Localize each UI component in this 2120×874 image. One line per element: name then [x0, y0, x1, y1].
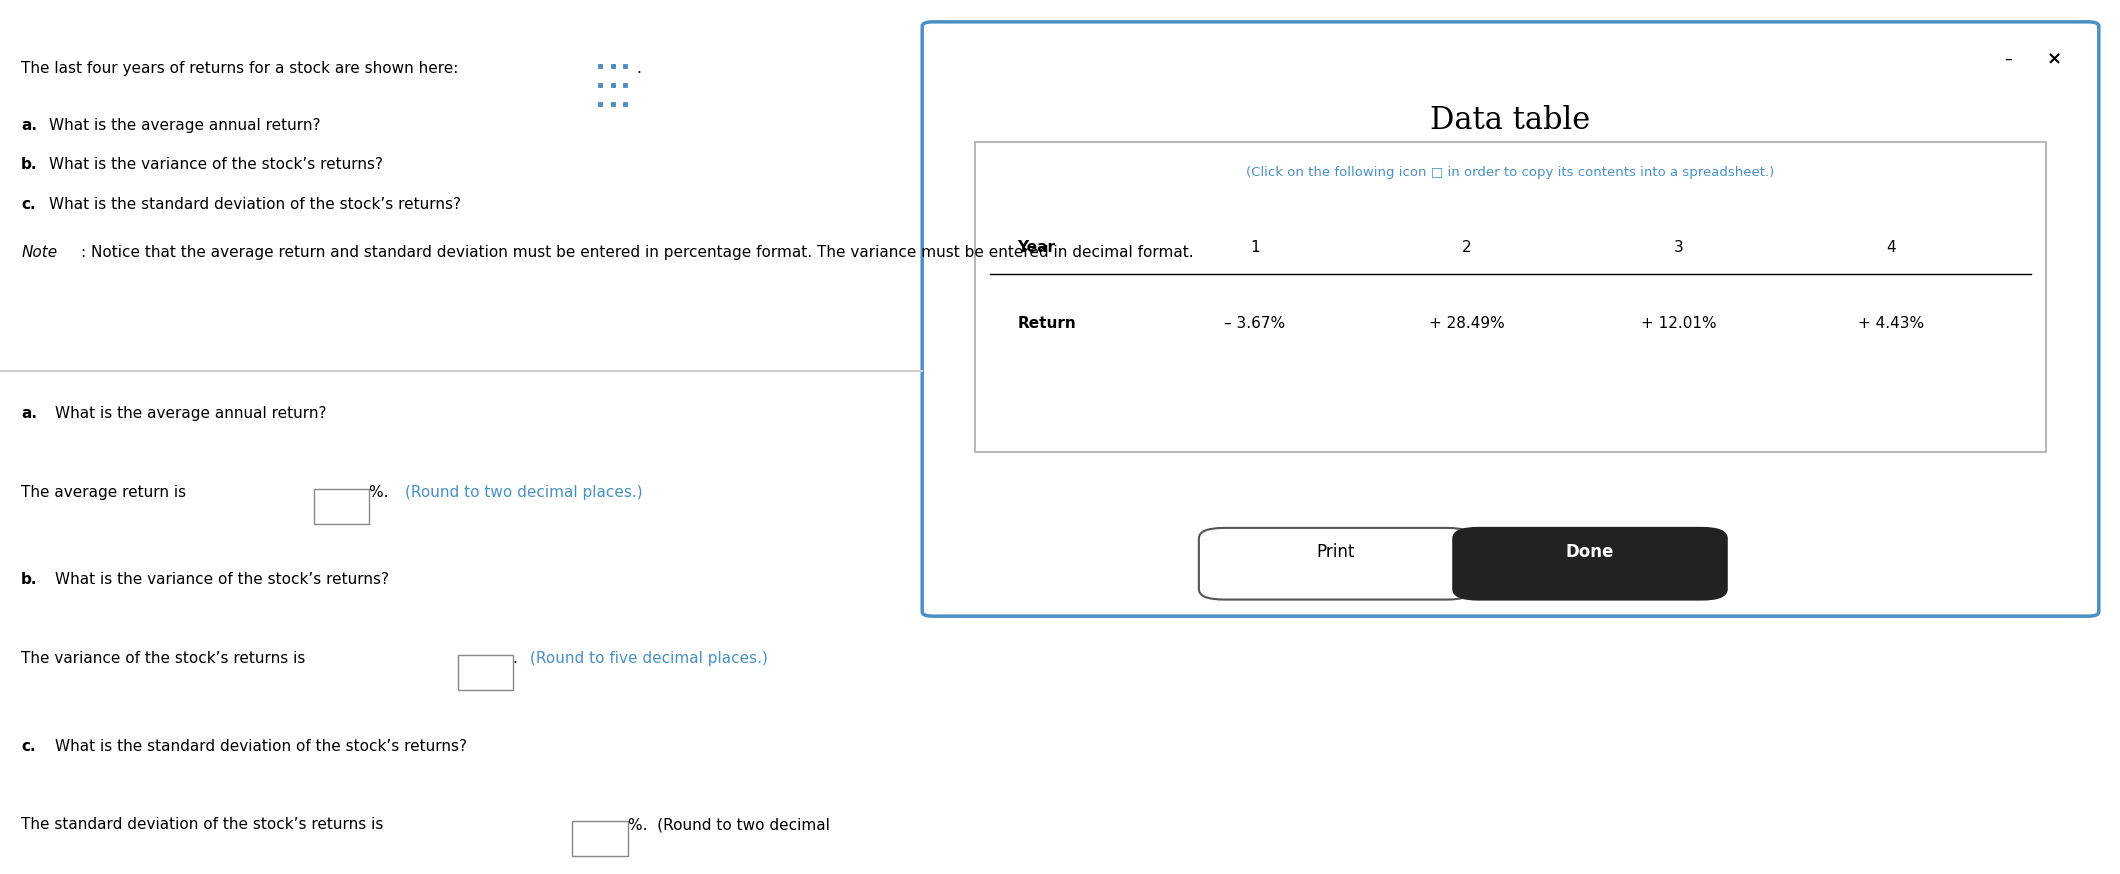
- FancyBboxPatch shape: [1200, 528, 1471, 600]
- Text: b.: b.: [21, 157, 38, 172]
- Text: : Notice that the average return and standard deviation must be entered in perce: : Notice that the average return and sta…: [81, 245, 1194, 260]
- Text: a.: a.: [21, 406, 38, 421]
- Text: What is the average annual return?: What is the average annual return?: [55, 406, 326, 421]
- Text: (Round to five decimal places.): (Round to five decimal places.): [530, 651, 767, 666]
- Text: %.: %.: [369, 485, 399, 500]
- Text: – 3.67%: – 3.67%: [1225, 316, 1285, 330]
- Text: The average return is: The average return is: [21, 485, 191, 500]
- Text: What is the variance of the stock’s returns?: What is the variance of the stock’s retu…: [49, 157, 384, 172]
- FancyBboxPatch shape: [458, 655, 513, 690]
- Text: 4: 4: [1887, 240, 1895, 255]
- FancyBboxPatch shape: [314, 489, 369, 524]
- Text: Print: Print: [1317, 544, 1355, 561]
- Text: What is the variance of the stock’s returns?: What is the variance of the stock’s retu…: [55, 572, 390, 587]
- Text: + 4.43%: + 4.43%: [1857, 316, 1925, 330]
- Text: %.  (Round to two decimal: %. (Round to two decimal: [628, 817, 829, 832]
- Text: What is the standard deviation of the stock’s returns?: What is the standard deviation of the st…: [49, 197, 460, 212]
- FancyBboxPatch shape: [975, 142, 2046, 452]
- Text: a.: a.: [21, 118, 38, 133]
- Text: The variance of the stock’s returns is: The variance of the stock’s returns is: [21, 651, 310, 666]
- Text: c.: c.: [21, 739, 36, 753]
- Text: (Round to two decimal places.): (Round to two decimal places.): [405, 485, 642, 500]
- Text: 3: 3: [1675, 240, 1683, 255]
- Text: ×: ×: [2046, 51, 2063, 68]
- Text: Note: Note: [21, 245, 57, 260]
- FancyBboxPatch shape: [1454, 528, 1726, 600]
- Text: + 28.49%: + 28.49%: [1429, 316, 1505, 330]
- Text: The standard deviation of the stock’s returns is: The standard deviation of the stock’s re…: [21, 817, 388, 832]
- FancyBboxPatch shape: [572, 821, 628, 856]
- Text: What is the standard deviation of the stock’s returns?: What is the standard deviation of the st…: [55, 739, 466, 753]
- Text: Return: Return: [1018, 316, 1077, 330]
- Text: 1: 1: [1251, 240, 1259, 255]
- Text: Year: Year: [1018, 240, 1056, 255]
- Text: + 12.01%: + 12.01%: [1641, 316, 1717, 330]
- Text: Data table: Data table: [1431, 105, 1590, 135]
- Text: (Click on the following icon □ in order to copy its contents into a spreadsheet.: (Click on the following icon □ in order …: [1247, 166, 1774, 179]
- Text: –: –: [2003, 52, 2012, 67]
- Text: 2: 2: [1463, 240, 1471, 255]
- Text: .: .: [636, 61, 640, 76]
- Text: The last four years of returns for a stock are shown here:: The last four years of returns for a sto…: [21, 61, 464, 76]
- FancyBboxPatch shape: [922, 22, 2099, 616]
- Text: .: .: [513, 651, 528, 666]
- Text: b.: b.: [21, 572, 38, 587]
- Text: What is the average annual return?: What is the average annual return?: [49, 118, 320, 133]
- Text: Done: Done: [1567, 544, 1613, 561]
- Text: c.: c.: [21, 197, 36, 212]
